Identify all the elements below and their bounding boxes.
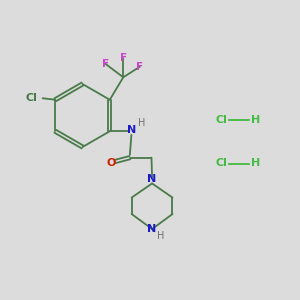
Text: H: H [250,158,260,169]
Text: O: O [106,158,116,168]
Text: F: F [136,62,143,72]
Text: H: H [250,115,260,125]
Text: F: F [120,53,127,63]
Text: Cl: Cl [216,158,228,169]
Text: Cl: Cl [25,93,37,103]
Text: N: N [127,125,136,135]
Text: N: N [148,174,157,184]
Text: N: N [148,224,157,234]
Text: H: H [157,231,164,241]
Text: F: F [102,59,109,69]
Text: Cl: Cl [216,115,228,125]
Text: H: H [138,118,146,128]
